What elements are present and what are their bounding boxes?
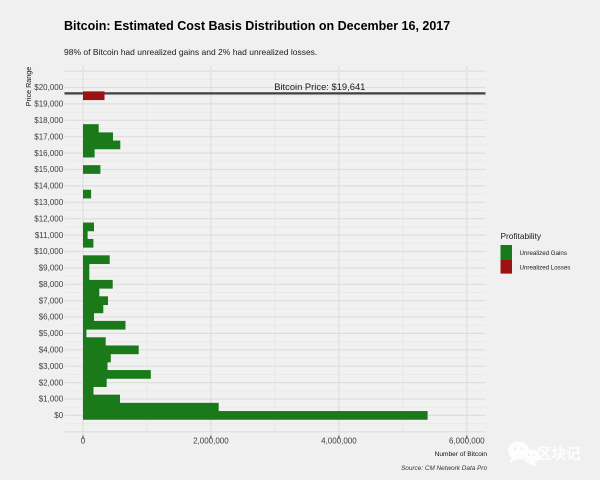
svg-text:Unrealized Losses: Unrealized Losses	[520, 264, 571, 271]
svg-text:$4,000: $4,000	[39, 346, 64, 355]
svg-text:$2,000: $2,000	[39, 378, 64, 387]
svg-text:$8,000: $8,000	[39, 280, 64, 289]
svg-text:$1,000: $1,000	[39, 395, 64, 404]
svg-text:Bitcoin: Estimated Cost Basis: Bitcoin: Estimated Cost Basis Distributi…	[64, 19, 450, 33]
svg-text:$13,000: $13,000	[34, 198, 63, 207]
svg-text:$16,000: $16,000	[34, 149, 63, 158]
svg-text:$19,000: $19,000	[34, 100, 63, 109]
svg-text:$15,000: $15,000	[34, 165, 63, 174]
svg-text:Source: CM Network Data Pro: Source: CM Network Data Pro	[401, 465, 487, 472]
svg-text:6,000,000: 6,000,000	[449, 436, 485, 445]
svg-text:$18,000: $18,000	[34, 116, 63, 125]
svg-text:Number of Bitcoin: Number of Bitcoin	[435, 451, 488, 458]
svg-text:2,000,000: 2,000,000	[193, 436, 229, 445]
svg-text:$11,000: $11,000	[35, 231, 64, 240]
svg-text:Bitcoin Price: $19,641: Bitcoin Price: $19,641	[274, 81, 365, 92]
svg-text:$17,000: $17,000	[34, 132, 63, 141]
svg-text:98% of Bitcoin had unrealized: 98% of Bitcoin had unrealized gains and …	[64, 47, 317, 57]
svg-text:4,000,000: 4,000,000	[321, 436, 357, 445]
svg-text:$10,000: $10,000	[34, 247, 63, 256]
svg-text:Price Range: Price Range	[24, 67, 33, 107]
svg-text:$6,000: $6,000	[39, 313, 64, 322]
svg-text:$20,000: $20,000	[34, 83, 63, 92]
svg-text:区块记: 区块记	[537, 446, 581, 463]
svg-text:$3,000: $3,000	[39, 362, 64, 371]
svg-text:$5,000: $5,000	[39, 329, 64, 338]
svg-text:0: 0	[81, 436, 86, 445]
svg-text:Unrealized Gains: Unrealized Gains	[520, 250, 567, 257]
svg-text:$0: $0	[54, 411, 63, 420]
svg-text:Profitability: Profitability	[501, 231, 542, 241]
svg-text:$9,000: $9,000	[39, 264, 64, 273]
svg-text:$14,000: $14,000	[34, 182, 63, 191]
svg-text:$7,000: $7,000	[39, 296, 64, 305]
svg-text:$12,000: $12,000	[34, 214, 63, 223]
